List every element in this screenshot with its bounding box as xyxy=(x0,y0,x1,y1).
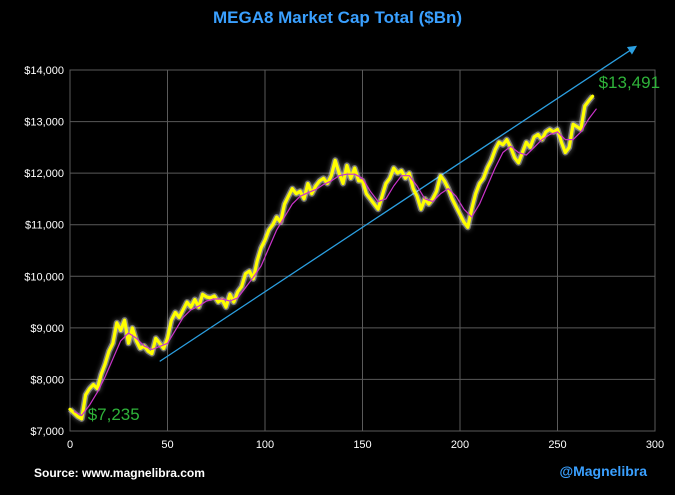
y-tick-label: $14,000 xyxy=(24,65,64,77)
main-series-glow xyxy=(67,94,595,422)
y-tick-label: $7,000 xyxy=(30,426,64,438)
x-tick-label: 200 xyxy=(451,439,469,451)
x-tick-label: 100 xyxy=(256,439,274,451)
y-tick-label: $13,000 xyxy=(24,117,64,129)
x-tick-label: 300 xyxy=(646,439,664,451)
chart-title: MEGA8 Market Cap Total ($Bn) xyxy=(212,8,463,27)
x-tick-label: 250 xyxy=(548,439,566,451)
x-tick-label: 50 xyxy=(161,439,173,451)
grid xyxy=(69,69,656,432)
plot-border xyxy=(69,69,656,432)
axes: $7,000 $8,000 $9,000 $10,000 $11,000 $12,000 $… xyxy=(24,65,664,451)
first-value-label: $7,235 xyxy=(88,405,140,424)
y-tick-label: $9,000 xyxy=(30,323,64,335)
y-tick-label: $11,000 xyxy=(25,220,64,232)
y-tick-label: $10,000 xyxy=(24,271,64,283)
moving-average-line xyxy=(73,108,597,417)
x-tick-label: 0 xyxy=(67,439,73,451)
x-tick-label: 150 xyxy=(353,439,371,451)
y-tick-label: $12,000 xyxy=(24,168,64,180)
series xyxy=(67,45,638,422)
last-value-label: $13,491 xyxy=(599,73,660,92)
y-tick-label: $8,000 xyxy=(30,374,64,386)
trend-line xyxy=(159,45,638,362)
source-note: Source: www.magnelibra.com xyxy=(34,466,205,480)
author-handle: @Magnelibra xyxy=(559,463,647,479)
main-series-line xyxy=(68,94,595,421)
